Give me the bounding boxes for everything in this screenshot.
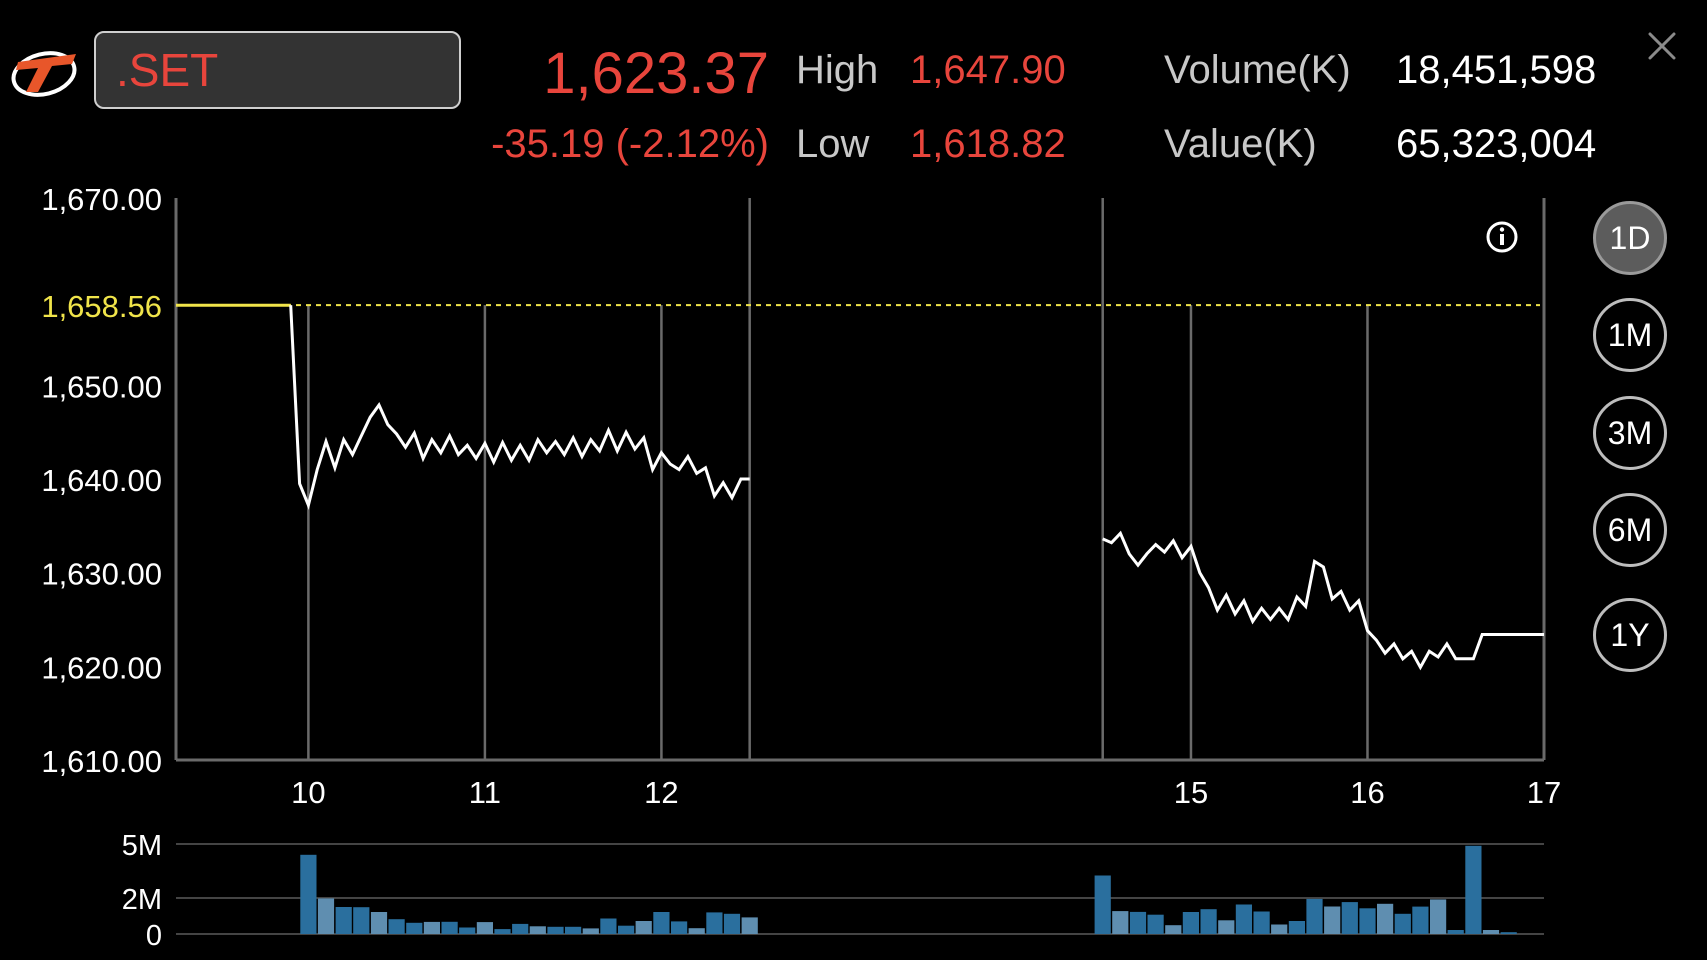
y-tick-label: 1,620.00 bbox=[41, 650, 162, 685]
volume-bar-morning bbox=[671, 921, 688, 934]
y-tick-label: 1,640.00 bbox=[41, 463, 162, 498]
volume-bar-morning bbox=[300, 854, 317, 934]
volume-bar-afternoon bbox=[1341, 902, 1358, 934]
volume-bar-morning bbox=[741, 917, 758, 934]
volume-bar-morning bbox=[635, 921, 652, 934]
volume-bar-afternoon bbox=[1129, 911, 1147, 934]
volume-tick-label: 0 bbox=[146, 920, 162, 952]
reference-price-label: 1,658.56 bbox=[41, 289, 162, 324]
volume-bar-afternoon bbox=[1218, 920, 1235, 934]
afternoon-price-line bbox=[1102, 530, 1544, 671]
low-value: 1,618.82 bbox=[910, 122, 1066, 166]
morning-price-line bbox=[289, 305, 750, 511]
volume-bar-afternoon bbox=[1288, 921, 1305, 934]
volume-bar-afternoon bbox=[1112, 911, 1129, 934]
symbol-text: .SET bbox=[116, 44, 219, 96]
symbol-input[interactable]: .SET bbox=[94, 31, 461, 109]
volume-bar-morning bbox=[459, 927, 476, 934]
x-tick-label: 15 bbox=[1174, 775, 1208, 810]
volume-bar-morning bbox=[565, 926, 582, 934]
volume-bar-afternoon bbox=[1094, 875, 1111, 934]
volume-bar-afternoon bbox=[1165, 925, 1182, 934]
volume-bar-morning bbox=[441, 921, 458, 934]
volume-bars bbox=[300, 845, 1517, 934]
volume-bar-morning bbox=[335, 907, 352, 934]
timeframe-1m-button[interactable]: 1M bbox=[1593, 298, 1667, 372]
price-axis-labels: 1,610.00 1,620.00 1,630.00 1,640.00 1,650.00… bbox=[41, 182, 1561, 810]
volume-bar-morning bbox=[317, 898, 335, 934]
volume-bar-afternoon bbox=[1430, 899, 1447, 934]
price-chart-grid bbox=[174, 198, 1546, 762]
volume-bar-morning bbox=[423, 921, 440, 934]
volume-bar-morning bbox=[653, 912, 670, 934]
price-change: -35.19 (-2.12%) bbox=[491, 122, 769, 166]
high-value: 1,647.90 bbox=[910, 48, 1066, 92]
volume-label: Volume(K) bbox=[1164, 48, 1351, 92]
volume-bar-morning bbox=[370, 912, 388, 934]
volume-bar-morning bbox=[706, 912, 723, 934]
y-tick-label: 1,630.00 bbox=[41, 557, 162, 592]
x-tick-label: 12 bbox=[644, 775, 678, 810]
volume-bar-morning bbox=[353, 907, 370, 934]
volume-bar-afternoon bbox=[1235, 904, 1252, 934]
volume-bar-afternoon bbox=[1147, 914, 1164, 934]
info-icon[interactable] bbox=[1486, 221, 1518, 253]
volume-bar-morning bbox=[618, 925, 635, 934]
volume-bar-morning bbox=[600, 918, 617, 934]
x-tick-label: 16 bbox=[1350, 775, 1384, 810]
volume-bar-morning bbox=[582, 928, 599, 934]
timeframe-1y-button[interactable]: 1Y bbox=[1593, 598, 1667, 672]
volume-bar-morning bbox=[476, 922, 493, 934]
close-icon[interactable] bbox=[1644, 28, 1680, 64]
volume-bar-afternoon bbox=[1465, 845, 1482, 934]
timeframe-1d-button[interactable]: 1D bbox=[1593, 201, 1667, 275]
volume-bar-morning bbox=[723, 913, 741, 934]
x-tick-label: 11 bbox=[469, 775, 501, 810]
volume-bar-afternoon bbox=[1271, 924, 1288, 934]
volume-bar-afternoon bbox=[1359, 908, 1376, 934]
volume-bar-morning bbox=[688, 928, 705, 934]
volume-value: 18,451,598 bbox=[1396, 48, 1597, 92]
volume-bar-afternoon bbox=[1200, 909, 1217, 934]
last-price: 1,623.37 bbox=[543, 41, 769, 106]
volume-bar-morning bbox=[406, 922, 423, 934]
volume-tick-label: 5M bbox=[122, 830, 162, 862]
volume-bar-morning bbox=[388, 919, 405, 934]
volume-bar-afternoon bbox=[1253, 911, 1270, 934]
timeframe-6m-button[interactable]: 6M bbox=[1593, 493, 1667, 567]
brand-logo-icon bbox=[11, 51, 77, 97]
price-line-group bbox=[176, 303, 1544, 671]
volume-bar-afternoon bbox=[1394, 913, 1411, 934]
high-label: High bbox=[796, 48, 879, 92]
volume-bar-morning bbox=[512, 923, 529, 934]
volume-bar-afternoon bbox=[1377, 903, 1394, 934]
y-tick-label: 1,610.00 bbox=[41, 744, 162, 779]
low-label: Low bbox=[796, 122, 870, 166]
y-tick-label: 1,670.00 bbox=[41, 182, 162, 217]
volume-bar-afternoon bbox=[1412, 906, 1429, 934]
volume-bar-afternoon bbox=[1447, 930, 1464, 934]
volume-bar-afternoon bbox=[1306, 898, 1323, 934]
volume-bar-afternoon bbox=[1324, 906, 1341, 934]
volume-bar-afternoon bbox=[1482, 930, 1500, 934]
volume-bar-afternoon bbox=[1500, 932, 1517, 934]
volume-tick-label: 2M bbox=[122, 884, 162, 916]
y-tick-label: 1,650.00 bbox=[41, 369, 162, 404]
x-tick-label: 10 bbox=[291, 775, 325, 810]
volume-bar-afternoon bbox=[1182, 912, 1199, 934]
x-tick-label: 17 bbox=[1527, 775, 1561, 810]
value-value: 65,323,004 bbox=[1396, 122, 1597, 166]
value-label: Value(K) bbox=[1164, 122, 1317, 166]
volume-bar-morning bbox=[547, 926, 564, 934]
timeframe-3m-button[interactable]: 3M bbox=[1593, 396, 1667, 470]
volume-bar-morning bbox=[529, 926, 546, 934]
volume-bar-morning bbox=[494, 929, 511, 934]
